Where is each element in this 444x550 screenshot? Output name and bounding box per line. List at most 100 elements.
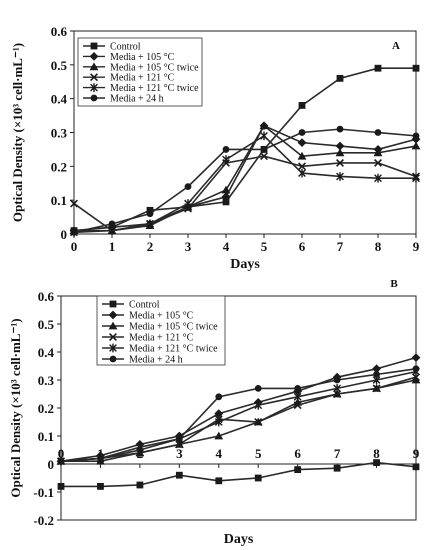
data-point bbox=[146, 210, 154, 218]
y-tick-label: 0.6 bbox=[51, 24, 68, 39]
data-point bbox=[373, 371, 380, 378]
x-tick-label: 0 bbox=[58, 446, 65, 461]
data-point bbox=[411, 375, 421, 384]
data-point bbox=[374, 64, 382, 72]
y-tick-label: 0.2 bbox=[38, 401, 54, 416]
series-line bbox=[73, 128, 417, 234]
series-line bbox=[60, 376, 417, 462]
data-point bbox=[184, 183, 192, 191]
legend-marker bbox=[109, 333, 117, 341]
x-tick-label: 3 bbox=[176, 446, 183, 461]
data-point bbox=[214, 431, 224, 440]
x-tick-label: 8 bbox=[373, 446, 380, 461]
data-point bbox=[333, 390, 342, 398]
data-point bbox=[254, 474, 262, 482]
data-point bbox=[260, 131, 268, 141]
data-point bbox=[294, 466, 302, 473]
y-tick-label: 0 bbox=[61, 227, 68, 242]
x-tick-label: 6 bbox=[299, 239, 306, 254]
series-circle bbox=[70, 125, 420, 236]
y-tick-label: -0.1 bbox=[33, 485, 54, 500]
data-point bbox=[372, 364, 381, 374]
series-line bbox=[73, 134, 416, 234]
data-point bbox=[57, 483, 65, 490]
data-point bbox=[411, 353, 421, 362]
data-point bbox=[412, 64, 420, 72]
chart-panel-a: 0 0.1 0.2 0.3 0.4 0.5 0.6 0 1 2 3 4 5 6 7 8 9 Days Optical… bbox=[10, 24, 421, 272]
data-point bbox=[335, 148, 345, 157]
series-diamond bbox=[56, 353, 421, 466]
x-tick-label: 7 bbox=[334, 446, 341, 461]
data-point bbox=[108, 226, 116, 236]
y-tick-label: 0.1 bbox=[51, 193, 67, 208]
y-tick-label: 0.6 bbox=[38, 289, 55, 304]
data-point bbox=[412, 463, 420, 471]
legend-box bbox=[77, 37, 203, 107]
data-point bbox=[136, 481, 144, 489]
legend-marker bbox=[90, 73, 98, 82]
data-point bbox=[222, 155, 230, 164]
series-line bbox=[61, 461, 417, 488]
x-tick-label: 0 bbox=[71, 239, 78, 254]
data-point bbox=[374, 129, 382, 136]
legend-marker bbox=[109, 343, 117, 353]
x-tick-label: 3 bbox=[185, 239, 192, 254]
x-axis-title: Days bbox=[224, 532, 254, 547]
x-tick-label: 1 bbox=[109, 239, 116, 254]
x-tick-label: 2 bbox=[147, 239, 154, 254]
legend-label: Media + 105 °C twice bbox=[110, 62, 199, 73]
panel-label: B bbox=[390, 278, 398, 290]
data-point bbox=[175, 440, 184, 449]
legend-marker bbox=[89, 52, 99, 61]
x-axis-title: Days bbox=[230, 257, 260, 272]
data-point bbox=[108, 220, 116, 228]
y-tick-label: 0.3 bbox=[38, 373, 55, 388]
x-tick-label: 4 bbox=[223, 239, 230, 254]
series-circle bbox=[57, 365, 420, 465]
data-point bbox=[298, 129, 306, 136]
data-point bbox=[333, 376, 341, 384]
chart-panel-b: -0.2-0.100.10.20.30.40.50.60123456789Day… bbox=[8, 278, 421, 547]
data-point bbox=[260, 152, 268, 161]
data-point bbox=[184, 199, 192, 208]
data-point bbox=[336, 125, 344, 133]
series-line bbox=[73, 124, 417, 232]
data-point bbox=[222, 146, 230, 153]
data-point bbox=[372, 384, 381, 393]
data-point bbox=[374, 158, 382, 167]
x-tick-label: 9 bbox=[413, 446, 420, 461]
data-point bbox=[175, 471, 183, 479]
data-point bbox=[260, 146, 268, 153]
series-x bbox=[57, 373, 420, 466]
data-point bbox=[136, 446, 144, 454]
legend-marker bbox=[108, 310, 118, 320]
legend-label: Media + 105 °C twice bbox=[129, 322, 218, 333]
y-tick-label: 0.4 bbox=[51, 92, 68, 107]
data-point bbox=[254, 400, 263, 410]
y-tick-label: 0.2 bbox=[51, 159, 67, 174]
data-point bbox=[412, 373, 420, 382]
legend-label: Media + 105 °C bbox=[129, 311, 194, 322]
data-point bbox=[336, 172, 344, 181]
data-point bbox=[333, 464, 341, 472]
data-point bbox=[336, 158, 344, 167]
x-tick-label: 5 bbox=[261, 239, 268, 254]
legend-label: Media + 24 h bbox=[129, 355, 183, 366]
data-point bbox=[373, 148, 383, 157]
data-point bbox=[298, 168, 306, 178]
legend-label: Control bbox=[110, 42, 141, 53]
data-point bbox=[333, 384, 342, 393]
data-point bbox=[175, 435, 183, 443]
x-tick-label: 9 bbox=[413, 239, 420, 254]
legend-label: Control bbox=[129, 300, 160, 311]
legend-marker bbox=[90, 42, 98, 50]
data-point bbox=[412, 365, 420, 373]
legend-marker bbox=[108, 321, 118, 330]
series-square bbox=[57, 459, 420, 490]
data-point bbox=[254, 385, 262, 392]
data-point bbox=[215, 477, 223, 485]
data-point bbox=[293, 392, 302, 402]
y-tick-label: 0.5 bbox=[51, 58, 68, 73]
data-point bbox=[97, 455, 104, 462]
legend-marker bbox=[90, 83, 98, 92]
